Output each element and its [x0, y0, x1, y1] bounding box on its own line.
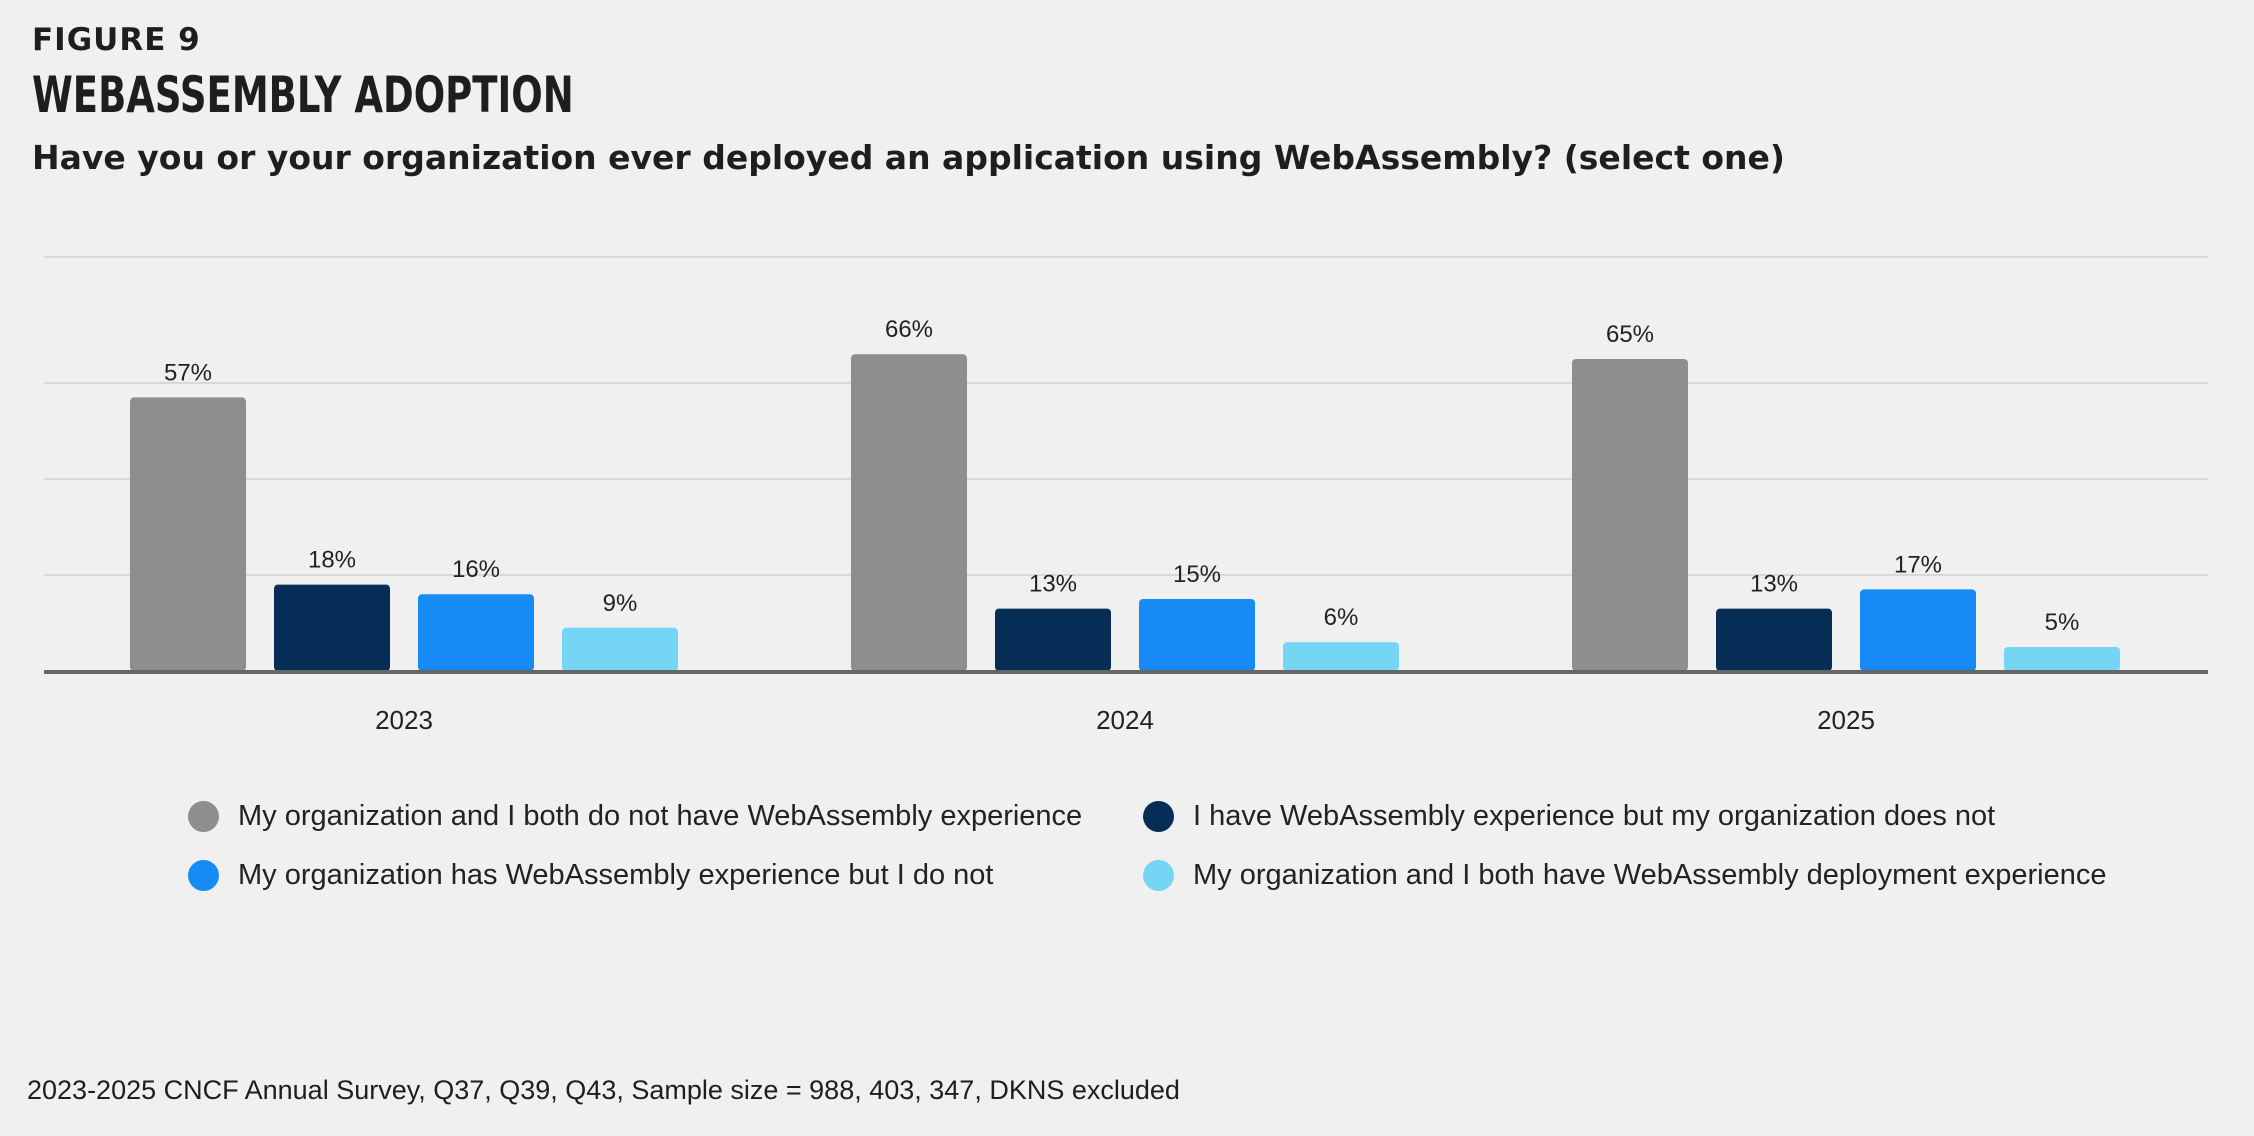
bar-2024-series-4 — [1283, 642, 1399, 671]
data-label: 17% — [1894, 551, 1942, 578]
bar-2023-series-4 — [562, 627, 678, 671]
bar-2023-series-1 — [130, 397, 246, 671]
legend-swatch-blue — [188, 859, 219, 891]
bar-chart: 57% 18% 16% 9% 2023 66% 13% 15% 6% 2024 65% 13% 17% 5… — [44, 256, 2208, 735]
chart-subtitle: Have you or your organization ever deplo… — [32, 138, 1785, 177]
data-label: 57% — [164, 359, 212, 386]
data-label: 66% — [885, 316, 933, 343]
bar-2023-series-2 — [274, 584, 390, 671]
x-tick-label: 2023 — [375, 705, 433, 735]
legend-label: I have WebAssembly experience but my org… — [1193, 799, 1996, 832]
legend-label: My organization has WebAssembly experien… — [238, 858, 994, 891]
legend-item-both-deployed: My organization and I both have WebAssem… — [1143, 855, 2107, 895]
figure-label: FIGURE 9 — [32, 22, 201, 58]
data-label: 6% — [1324, 604, 1359, 631]
data-label: 65% — [1606, 321, 1654, 348]
bar-2025-series-1 — [1572, 359, 1688, 671]
bar-2025-series-3 — [1860, 589, 1976, 671]
legend-swatch-navy — [1143, 800, 1174, 832]
source-note: 2023-2025 CNCF Annual Survey, Q37, Q39, … — [27, 1075, 1180, 1105]
data-label: 15% — [1173, 561, 1221, 588]
data-label: 9% — [603, 590, 638, 617]
bar-2024-series-2 — [995, 608, 1111, 671]
chart-legend: My organization and I both do not have W… — [188, 796, 2107, 895]
data-label: 13% — [1029, 571, 1077, 598]
bar-2025-series-2 — [1716, 608, 1832, 671]
chart-title: WEBASSEMBLY ADOPTION — [32, 66, 574, 124]
bar-2023-series-3 — [418, 594, 534, 671]
legend-swatch-light-blue — [1143, 859, 1174, 891]
legend-item-individual-only: I have WebAssembly experience but my org… — [1143, 796, 2043, 836]
legend-item-organization-only: My organization has WebAssembly experien… — [188, 855, 1143, 895]
x-tick-label: 2024 — [1096, 705, 1154, 735]
legend-label: My organization and I both do not have W… — [238, 799, 1083, 832]
legend-label: My organization and I both have WebAssem… — [1193, 858, 2107, 891]
legend-swatch-gray — [188, 800, 219, 832]
x-tick-label: 2025 — [1817, 705, 1875, 735]
bar-2024-series-1 — [851, 354, 967, 671]
data-label: 18% — [308, 547, 356, 574]
bar-2025-series-4 — [2004, 647, 2120, 671]
data-label: 13% — [1750, 571, 1798, 598]
data-label: 16% — [452, 556, 500, 583]
bar-2024-series-3 — [1139, 599, 1255, 671]
legend-item-no-experience: My organization and I both do not have W… — [188, 796, 1143, 836]
data-label: 5% — [2045, 609, 2080, 636]
